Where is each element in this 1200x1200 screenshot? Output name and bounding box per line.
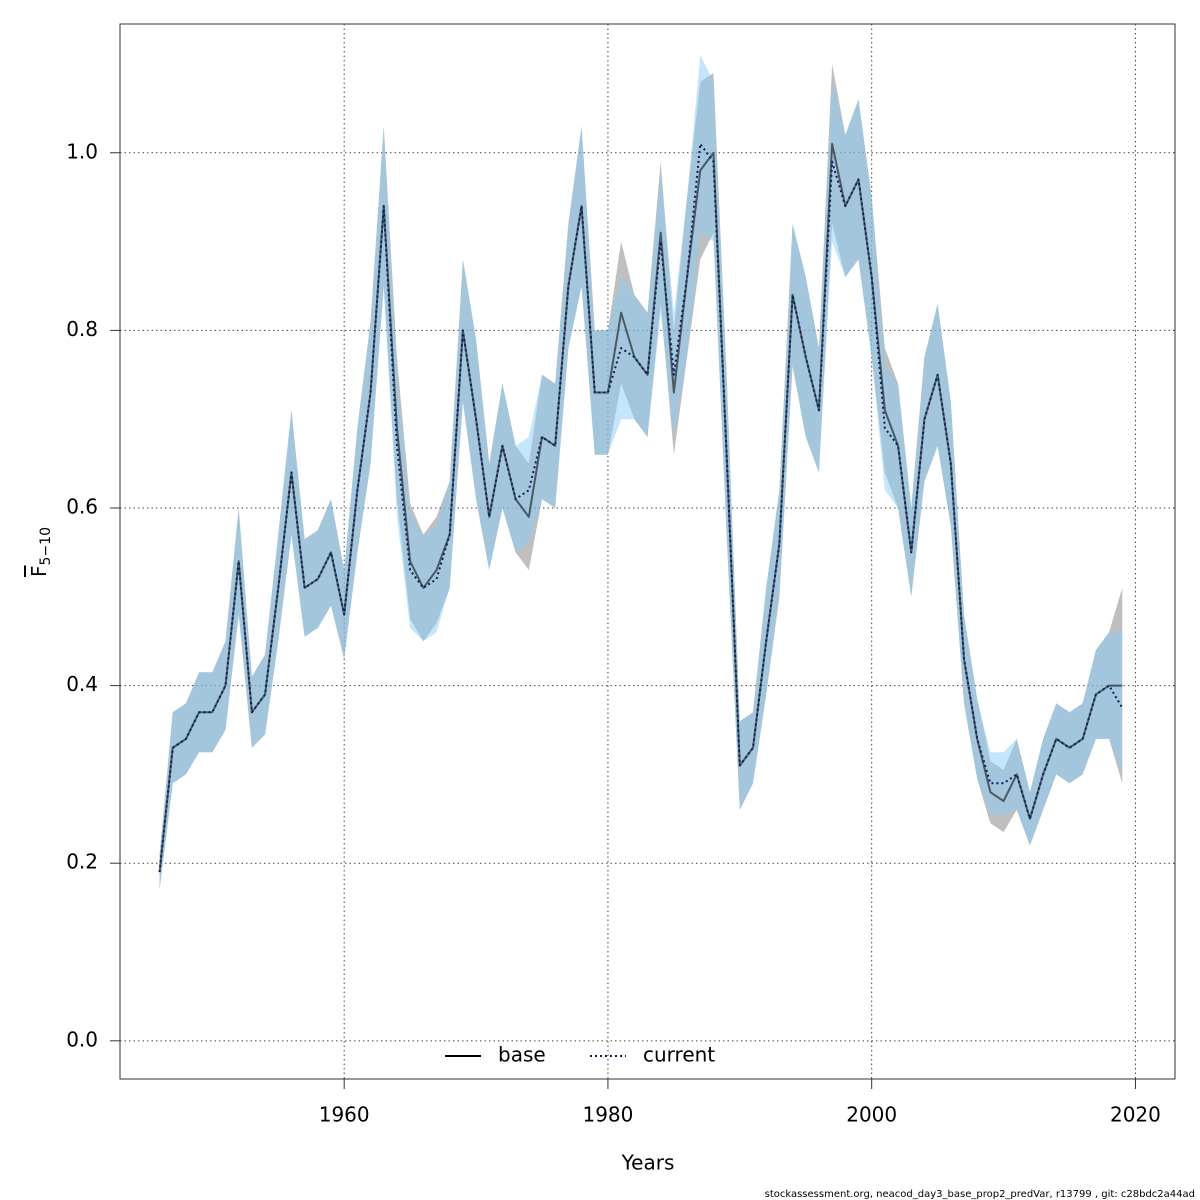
y-tick-label: 1.0 <box>66 139 98 163</box>
x-tick-label: 2020 <box>1110 1103 1161 1127</box>
x-tick-label: 2000 <box>846 1103 897 1127</box>
x-axis-label: Years <box>621 1151 675 1175</box>
plot-frame <box>119 23 1176 1080</box>
confidence-band <box>159 55 1123 890</box>
legend-label: base <box>498 1043 546 1067</box>
series-line <box>158 142 1123 873</box>
x-tick-label: 1980 <box>582 1103 633 1127</box>
y-tick-label: 0.8 <box>66 317 98 341</box>
y-tick-label: 0.4 <box>66 672 98 696</box>
legend-label: current <box>643 1043 715 1067</box>
y-axis-label: F5−10 <box>27 527 55 577</box>
y-label-subscript: 5−10 <box>38 527 54 565</box>
footer: stockassessment.org, neacod_day3_base_pr… <box>765 1189 1195 1200</box>
x-tick-label: 1960 <box>319 1103 370 1127</box>
y-tick-label: 0.0 <box>66 1027 98 1051</box>
y-tick-label: 0.6 <box>66 494 98 518</box>
y-label-symbol: F <box>27 565 51 577</box>
y-tick-label: 0.2 <box>66 850 98 874</box>
